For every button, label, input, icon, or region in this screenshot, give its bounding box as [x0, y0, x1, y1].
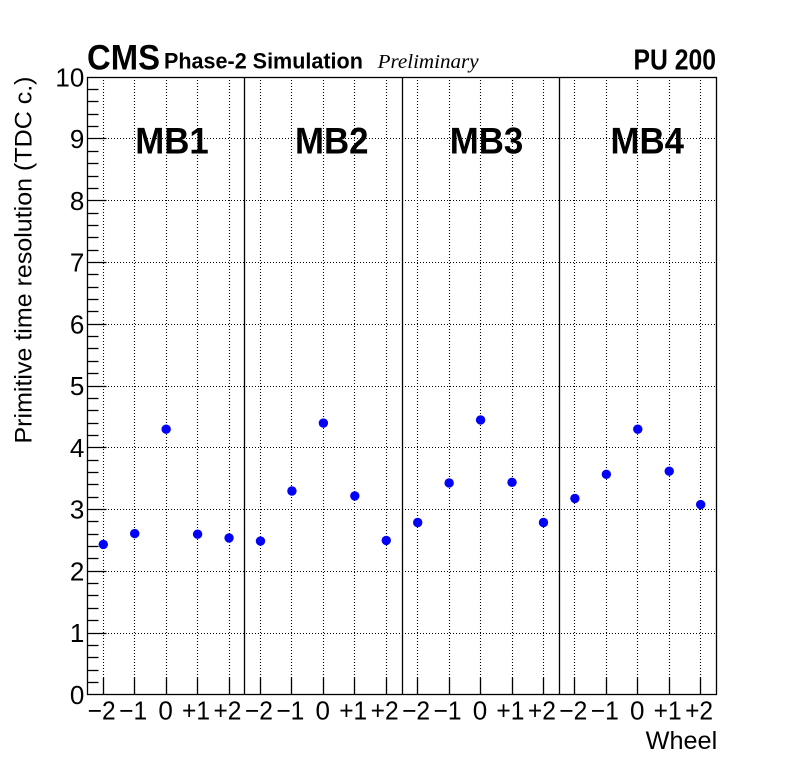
svg-text:4: 4	[70, 433, 84, 463]
svg-text:+2: +2	[371, 696, 399, 726]
svg-text:Phase-2 Simulation: Phase-2 Simulation	[164, 49, 363, 74]
svg-text:MB3: MB3	[450, 119, 524, 161]
svg-text:0: 0	[473, 696, 487, 726]
svg-text:Wheel: Wheel	[646, 727, 718, 755]
svg-text:9: 9	[70, 124, 84, 154]
svg-text:Primitive time resolution (TDC: Primitive time resolution (TDC c.)	[11, 77, 38, 444]
svg-text:3: 3	[70, 495, 84, 525]
svg-text:0: 0	[70, 680, 84, 710]
svg-text:+2: +2	[685, 696, 713, 726]
svg-text:+2: +2	[213, 696, 241, 726]
svg-text:8: 8	[70, 186, 84, 216]
svg-text:+1: +1	[654, 696, 682, 726]
svg-text:MB4: MB4	[611, 119, 685, 161]
svg-text:10: 10	[55, 62, 84, 92]
svg-text:0: 0	[158, 696, 172, 726]
svg-text:CMS: CMS	[87, 39, 160, 78]
svg-text:MB2: MB2	[295, 119, 369, 161]
svg-text:−2: −2	[559, 696, 587, 726]
svg-text:Preliminary: Preliminary	[377, 51, 480, 73]
svg-text:0: 0	[316, 696, 330, 726]
svg-text:+2: +2	[528, 696, 556, 726]
svg-text:7: 7	[70, 248, 84, 278]
svg-text:−1: −1	[434, 696, 462, 726]
svg-text:+1: +1	[182, 696, 210, 726]
svg-text:1: 1	[70, 618, 84, 648]
svg-text:PU 200: PU 200	[634, 44, 717, 76]
svg-text:−2: −2	[245, 696, 273, 726]
svg-text:−2: −2	[88, 696, 116, 726]
svg-text:+1: +1	[339, 696, 367, 726]
svg-text:2: 2	[70, 556, 84, 586]
svg-text:6: 6	[70, 309, 84, 339]
svg-text:−1: −1	[276, 696, 304, 726]
svg-text:−1: −1	[591, 696, 619, 726]
svg-text:MB1: MB1	[135, 119, 209, 161]
svg-text:0: 0	[630, 696, 644, 726]
svg-text:+1: +1	[496, 696, 524, 726]
svg-text:−1: −1	[119, 696, 147, 726]
svg-text:5: 5	[70, 371, 84, 401]
svg-text:−2: −2	[402, 696, 430, 726]
